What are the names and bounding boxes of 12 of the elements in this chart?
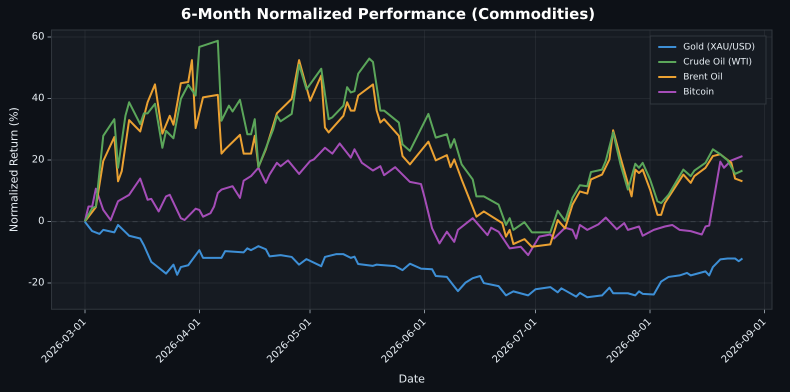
x-axis-title: Date: [398, 372, 426, 386]
y-tick-label: 20: [32, 154, 45, 166]
y-tick-label: -20: [28, 278, 45, 289]
chart-title: 6-Month Normalized Performance (Commodities): [180, 4, 596, 23]
legend-label: Brent Oil: [683, 72, 723, 82]
y-tick-label: 0: [38, 216, 45, 228]
legend-label: Bitcoin: [683, 87, 714, 98]
y-tick-label: 40: [32, 93, 45, 104]
legend-label: Gold (XAU/USD): [683, 42, 755, 52]
y-axis-title: Normalized Return (%): [7, 107, 20, 232]
legend-label: Crude Oil (WTI): [683, 57, 752, 68]
y-tick-label: 60: [32, 32, 45, 43]
